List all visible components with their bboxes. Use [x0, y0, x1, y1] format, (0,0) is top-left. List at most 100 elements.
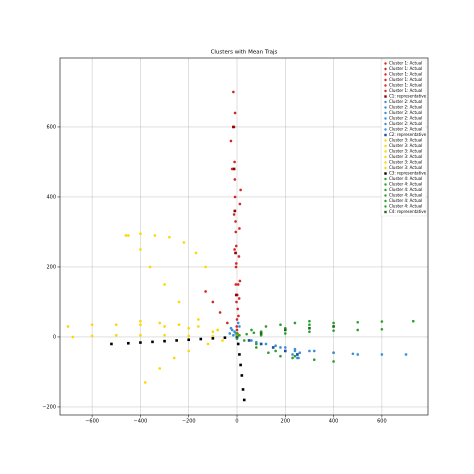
legend-label: Cluster 1: Actual	[389, 61, 422, 66]
marker	[356, 320, 360, 324]
marker	[234, 293, 238, 297]
legend-label: Cluster 3: Actual	[389, 143, 422, 148]
marker	[274, 344, 277, 348]
legend-label: Cluster 3: Actual	[389, 160, 422, 165]
marker	[90, 334, 94, 338]
marker	[245, 332, 248, 336]
marker	[211, 300, 215, 304]
marker	[177, 323, 181, 327]
marker	[380, 327, 384, 331]
marker	[114, 323, 118, 327]
marker	[293, 354, 297, 358]
marker	[172, 356, 176, 360]
legend-label: Cluster 3: Actual	[389, 138, 422, 143]
marker	[71, 335, 75, 339]
marker	[233, 111, 237, 115]
x-tick-label: 600	[377, 419, 387, 425]
marker	[237, 314, 240, 318]
legend-marker	[384, 133, 387, 137]
marker	[242, 398, 246, 402]
marker	[114, 333, 118, 337]
marker	[264, 342, 268, 346]
legend-label: Cluster 3: Actual	[389, 154, 422, 159]
marker	[239, 188, 242, 192]
marker	[206, 342, 210, 346]
legend-label: Cluster 4: Actual	[389, 198, 422, 203]
legend-marker	[384, 188, 387, 192]
x-tick-label: −200	[182, 419, 196, 425]
marker	[234, 265, 238, 269]
marker	[163, 333, 166, 337]
marker	[229, 326, 233, 330]
marker	[308, 349, 311, 353]
x-tick-label: 400	[329, 419, 339, 425]
legend-marker	[384, 199, 387, 203]
marker	[238, 353, 241, 356]
marker	[250, 339, 253, 342]
legend-marker	[384, 117, 387, 120]
marker	[247, 339, 251, 342]
marker	[332, 360, 335, 363]
legend-label: Cluster 2: Actual	[389, 116, 422, 121]
legend-label: Cluster 3: Actual	[389, 149, 422, 154]
legend-label: Cluster 1: Actual	[389, 72, 422, 77]
legend-label: Cluster 1: Actual	[389, 88, 422, 93]
marker	[238, 227, 241, 230]
marker	[351, 352, 355, 356]
legend-marker	[384, 172, 387, 175]
marker	[240, 374, 244, 377]
marker	[259, 332, 263, 335]
marker	[233, 195, 237, 199]
marker	[90, 323, 94, 327]
legend-marker	[384, 183, 387, 186]
marker	[293, 349, 297, 353]
legend-marker	[384, 62, 387, 65]
marker	[232, 333, 235, 337]
marker	[223, 336, 227, 339]
marker	[168, 235, 171, 239]
marker	[308, 319, 311, 323]
marker	[297, 356, 300, 360]
legend-label: Cluster 4: Actual	[389, 204, 422, 209]
x-tick-label: 0	[235, 419, 238, 425]
marker	[232, 90, 235, 94]
legend-marker	[384, 73, 387, 76]
legend-label: C1: representative	[389, 94, 427, 99]
marker	[283, 349, 287, 353]
marker	[259, 342, 263, 346]
marker	[163, 283, 166, 286]
marker	[232, 167, 236, 171]
legend-marker	[384, 95, 387, 98]
marker	[411, 319, 415, 323]
marker	[233, 178, 237, 181]
marker	[218, 311, 222, 314]
marker	[237, 297, 241, 300]
legend-marker	[384, 111, 387, 115]
marker	[236, 307, 240, 311]
marker	[236, 342, 240, 346]
marker	[235, 300, 238, 304]
marker	[139, 248, 142, 251]
marker	[232, 213, 236, 216]
marker	[232, 125, 235, 129]
marker	[283, 346, 287, 349]
marker	[139, 333, 142, 337]
legend-marker	[384, 150, 387, 153]
legend-label: Cluster 1: Actual	[389, 77, 422, 82]
legend-marker	[384, 177, 387, 181]
marker	[234, 262, 238, 265]
marker	[226, 321, 229, 325]
y-tick-label: −200	[42, 404, 56, 410]
marker	[255, 342, 258, 346]
chart-title: Clusters with Mean Trajs	[211, 50, 278, 56]
marker	[279, 354, 282, 358]
marker	[404, 353, 408, 356]
marker	[229, 139, 233, 143]
marker	[148, 265, 152, 269]
marker	[235, 325, 239, 328]
legend-marker	[384, 100, 387, 104]
marker	[151, 340, 154, 344]
marker	[163, 325, 166, 328]
marker	[211, 334, 215, 338]
marker	[221, 339, 224, 342]
